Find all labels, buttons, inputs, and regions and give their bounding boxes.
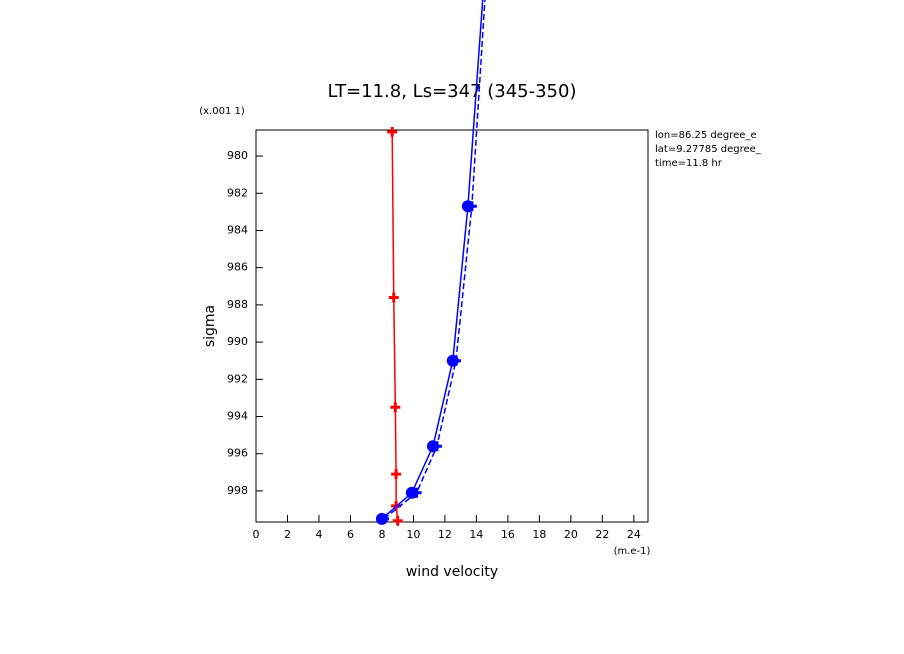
- x-tick-label: 2: [284, 528, 291, 541]
- data-line: [383, 0, 486, 520]
- y-tick-label: 990: [227, 335, 248, 348]
- y-tick-label: 998: [227, 484, 248, 497]
- x-tick-label: 24: [627, 528, 641, 541]
- x-tick-label: 18: [532, 528, 546, 541]
- data-point: [387, 126, 398, 137]
- data-point: [466, 201, 477, 212]
- y-tick-label: 980: [227, 149, 248, 162]
- x-tick-label: 20: [564, 528, 578, 541]
- data-point: [392, 515, 403, 526]
- y-tick-label: 994: [227, 410, 248, 423]
- annotation: time=11.8 hr: [655, 158, 723, 169]
- chart-title: LT=11.8, Ls=347 (345-350): [328, 81, 577, 102]
- y-units: (x.001 1): [199, 106, 245, 117]
- x-tick-label: 22: [595, 528, 609, 541]
- y-tick-label: 984: [227, 223, 248, 236]
- x-axis-label: wind velocity: [406, 564, 498, 580]
- annotation: lat=9.27785 degree_: [655, 144, 762, 155]
- y-axis-label: sigma: [202, 305, 218, 347]
- x-tick-label: 14: [469, 528, 483, 541]
- x-tick-label: 4: [315, 528, 322, 541]
- y-tick-label: 982: [227, 186, 248, 199]
- x-tick-label: 10: [406, 528, 420, 541]
- data-point: [391, 469, 402, 480]
- data-point: [378, 513, 389, 524]
- y-tick-label: 986: [227, 261, 248, 274]
- data-point: [411, 487, 422, 498]
- x-tick-label: 6: [347, 528, 354, 541]
- y-tick-label: 988: [227, 298, 248, 311]
- data-point: [431, 441, 442, 452]
- x-tick-label: 16: [501, 528, 515, 541]
- plot-frame: [255, 129, 649, 523]
- data-line: [381, 0, 484, 520]
- x-units: (m.e-1): [614, 546, 651, 557]
- x-tick-label: 12: [438, 528, 452, 541]
- data-point: [388, 292, 399, 303]
- data-point: [390, 402, 401, 413]
- data-point: [450, 355, 461, 366]
- x-tick-label: 8: [378, 528, 385, 541]
- x-tick-label: 0: [253, 528, 260, 541]
- y-tick-label: 992: [227, 372, 248, 385]
- y-tick-label: 996: [227, 447, 248, 460]
- data-line: [391, 131, 399, 521]
- annotation: lon=86.25 degree_e: [655, 130, 757, 141]
